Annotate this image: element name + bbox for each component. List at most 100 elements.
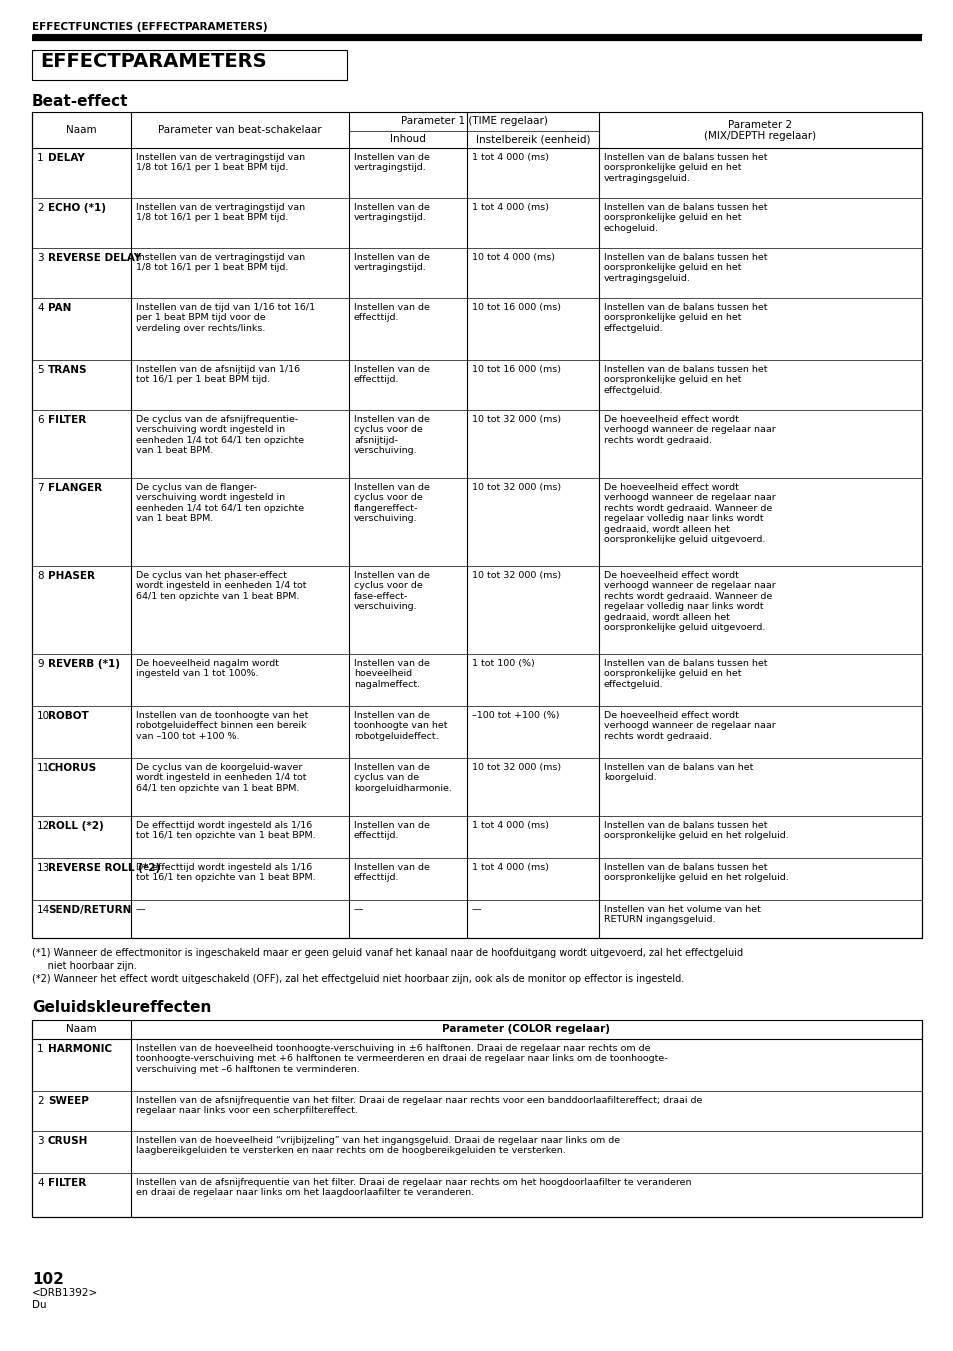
Text: 7: 7	[37, 484, 44, 493]
Text: FLANGER: FLANGER	[48, 484, 102, 493]
Text: Parameter 1 (TIME regelaar): Parameter 1 (TIME regelaar)	[400, 116, 547, 126]
Text: Instellen van de balans tussen het
oorspronkelijke geluid en het
effectgeluid.: Instellen van de balans tussen het oorsp…	[603, 659, 767, 689]
Text: (*2) Wanneer het effect wordt uitgeschakeld (OFF), zal het effectgeluid niet hoo: (*2) Wanneer het effect wordt uitgeschak…	[32, 974, 683, 984]
Text: Instellen van de balans tussen het
oorspronkelijke geluid en het rolgeluid.: Instellen van de balans tussen het oorsp…	[603, 821, 788, 840]
Text: De hoeveelheid effect wordt
verhoogd wanneer de regelaar naar
rechts wordt gedra: De hoeveelheid effect wordt verhoogd wan…	[603, 415, 775, 444]
Text: Instellen van de afsnijfrequentie van het filter. Draai de regelaar naar rechts : Instellen van de afsnijfrequentie van he…	[136, 1178, 691, 1197]
Text: Instellen van de
vertragingstijd.: Instellen van de vertragingstijd.	[354, 153, 430, 173]
Text: Instellen van de
effecttijd.: Instellen van de effecttijd.	[354, 821, 430, 840]
Text: 8: 8	[37, 571, 44, 581]
Text: –100 tot +100 (%): –100 tot +100 (%)	[472, 711, 558, 720]
Text: 1 tot 4 000 (ms): 1 tot 4 000 (ms)	[472, 821, 548, 830]
Text: 13: 13	[37, 863, 51, 873]
Text: ROLL (*2): ROLL (*2)	[48, 821, 104, 831]
Bar	[32, 1020, 921, 1217]
Text: 102: 102	[32, 1273, 64, 1288]
Text: Instellen van de
cyclus voor de
afsnijtijd-
verschuiving.: Instellen van de cyclus voor de afsnijti…	[354, 415, 430, 455]
Text: 10 tot 32 000 (ms): 10 tot 32 000 (ms)	[472, 763, 560, 771]
Text: niet hoorbaar zijn.: niet hoorbaar zijn.	[32, 961, 136, 971]
Text: EFFECTFUNCTIES (EFFECTPARAMETERS): EFFECTFUNCTIES (EFFECTPARAMETERS)	[32, 22, 268, 32]
Text: De cyclus van de flanger-
verschuiving wordt ingesteld in
eenheden 1/4 tot 64/1 : De cyclus van de flanger- verschuiving w…	[136, 484, 304, 523]
Text: (MIX/DEPTH regelaar): (MIX/DEPTH regelaar)	[703, 131, 815, 141]
Text: EFFECTPARAMETERS: EFFECTPARAMETERS	[40, 51, 266, 72]
Text: De effecttijd wordt ingesteld als 1/16
tot 16/1 ten opzichte van 1 beat BPM.: De effecttijd wordt ingesteld als 1/16 t…	[136, 821, 315, 840]
Text: Parameter van beat-schakelaar: Parameter van beat-schakelaar	[158, 126, 321, 135]
Text: REVERB (*1): REVERB (*1)	[48, 659, 120, 669]
Text: De hoeveelheid effect wordt
verhoogd wanneer de regelaar naar
rechts wordt gedra: De hoeveelheid effect wordt verhoogd wan…	[603, 711, 775, 740]
Text: Instellen van de balans van het
koorgeluid.: Instellen van de balans van het koorgelu…	[603, 763, 753, 782]
Text: 4: 4	[37, 303, 44, 313]
Text: Instellen van de vertragingstijd van
1/8 tot 16/1 per 1 beat BPM tijd.: Instellen van de vertragingstijd van 1/8…	[136, 153, 305, 173]
Text: 1 tot 4 000 (ms): 1 tot 4 000 (ms)	[472, 153, 548, 162]
Text: 10: 10	[37, 711, 51, 721]
Text: 3: 3	[37, 1136, 44, 1146]
Text: 1 tot 100 (%): 1 tot 100 (%)	[472, 659, 535, 667]
Text: Instelbereik (eenheid): Instelbereik (eenheid)	[476, 134, 590, 145]
Text: 12: 12	[37, 821, 51, 831]
Text: 14: 14	[37, 905, 51, 915]
Text: 2: 2	[37, 203, 44, 213]
Text: 10 tot 16 000 (ms): 10 tot 16 000 (ms)	[472, 303, 560, 312]
Text: Instellen van de toonhoogte van het
robotgeluideffect binnen een bereik
van –100: Instellen van de toonhoogte van het robo…	[136, 711, 308, 740]
Text: ROBOT: ROBOT	[48, 711, 89, 721]
Text: Instellen van de afsnijfrequentie van het filter. Draai de regelaar naar rechts : Instellen van de afsnijfrequentie van he…	[136, 1096, 701, 1116]
Text: HARMONIC: HARMONIC	[48, 1044, 112, 1054]
Text: Instellen van het volume van het
RETURN ingangsgeluid.: Instellen van het volume van het RETURN …	[603, 905, 760, 924]
Text: CRUSH: CRUSH	[48, 1136, 89, 1146]
Text: Instellen van de balans tussen het
oorspronkelijke geluid en het
vertragingsgelu: Instellen van de balans tussen het oorsp…	[603, 253, 767, 282]
Bar	[32, 112, 921, 938]
Text: ECHO (*1): ECHO (*1)	[48, 203, 106, 213]
Text: Instellen van de afsnijtijd van 1/16
tot 16/1 per 1 beat BPM tijd.: Instellen van de afsnijtijd van 1/16 tot…	[136, 365, 300, 385]
Text: 2: 2	[37, 1096, 44, 1106]
Text: De hoeveelheid nagalm wordt
ingesteld van 1 tot 100%.: De hoeveelheid nagalm wordt ingesteld va…	[136, 659, 278, 678]
Text: PHASER: PHASER	[48, 571, 95, 581]
Text: TRANS: TRANS	[48, 365, 88, 376]
Text: DELAY: DELAY	[48, 153, 85, 163]
Text: Instellen van de
effecttijd.: Instellen van de effecttijd.	[354, 365, 430, 385]
Text: Instellen van de
hoeveelheid
nagalmeffect.: Instellen van de hoeveelheid nagalmeffec…	[354, 659, 430, 689]
Text: 1: 1	[37, 153, 44, 163]
Text: Instellen van de
effecttijd.: Instellen van de effecttijd.	[354, 863, 430, 882]
Text: Beat-effect: Beat-effect	[32, 95, 129, 109]
Text: REVERSE ROLL (*2): REVERSE ROLL (*2)	[48, 863, 160, 873]
Text: Instellen van de balans tussen het
oorspronkelijke geluid en het
effectgeluid.: Instellen van de balans tussen het oorsp…	[603, 303, 767, 332]
Text: Instellen van de
vertragingstijd.: Instellen van de vertragingstijd.	[354, 203, 430, 223]
Text: Instellen van de
effecttijd.: Instellen van de effecttijd.	[354, 303, 430, 323]
Text: SEND/RETURN: SEND/RETURN	[48, 905, 132, 915]
Text: Naam: Naam	[66, 1024, 96, 1034]
Text: Du: Du	[32, 1300, 47, 1310]
Text: REVERSE DELAY: REVERSE DELAY	[48, 253, 141, 263]
Text: 10 tot 32 000 (ms): 10 tot 32 000 (ms)	[472, 571, 560, 580]
Text: 4: 4	[37, 1178, 44, 1188]
Text: —: —	[472, 905, 481, 915]
Text: De effecttijd wordt ingesteld als 1/16
tot 16/1 ten opzichte van 1 beat BPM.: De effecttijd wordt ingesteld als 1/16 t…	[136, 863, 315, 882]
Text: Parameter (COLOR regelaar): Parameter (COLOR regelaar)	[441, 1024, 609, 1034]
Text: 5: 5	[37, 365, 44, 376]
Text: SWEEP: SWEEP	[48, 1096, 89, 1106]
Text: 3: 3	[37, 253, 44, 263]
Text: Instellen van de
cyclus van de
koorgeluidharmonie.: Instellen van de cyclus van de koorgelui…	[354, 763, 452, 793]
Text: Instellen van de hoeveelheid “vrijbijzeling” van het ingangsgeluid. Draai de reg: Instellen van de hoeveelheid “vrijbijzel…	[136, 1136, 619, 1155]
Text: Naam: Naam	[66, 126, 96, 135]
Text: PAN: PAN	[48, 303, 71, 313]
Text: 1 tot 4 000 (ms): 1 tot 4 000 (ms)	[472, 863, 548, 871]
Text: Instellen van de
cyclus voor de
fase-effect-
verschuiving.: Instellen van de cyclus voor de fase-eff…	[354, 571, 430, 611]
Text: FILTER: FILTER	[48, 1178, 86, 1188]
Text: Instellen van de tijd van 1/16 tot 16/1
per 1 beat BPM tijd voor de
verdeling ov: Instellen van de tijd van 1/16 tot 16/1 …	[136, 303, 314, 332]
Text: Instellen van de vertragingstijd van
1/8 tot 16/1 per 1 beat BPM tijd.: Instellen van de vertragingstijd van 1/8…	[136, 253, 305, 273]
Text: Instellen van de balans tussen het
oorspronkelijke geluid en het
effectgeluid.: Instellen van de balans tussen het oorsp…	[603, 365, 767, 394]
Text: 6: 6	[37, 415, 44, 426]
Text: Instellen van de hoeveelheid toonhoogte-verschuiving in ±6 halftonen. Draai de r: Instellen van de hoeveelheid toonhoogte-…	[136, 1044, 667, 1074]
Text: De hoeveelheid effect wordt
verhoogd wanneer de regelaar naar
rechts wordt gedra: De hoeveelheid effect wordt verhoogd wan…	[603, 571, 775, 632]
Text: 1: 1	[37, 1044, 44, 1054]
Text: 9: 9	[37, 659, 44, 669]
Text: Parameter 2: Parameter 2	[727, 120, 791, 130]
Text: Geluidskleureffecten: Geluidskleureffecten	[32, 1000, 212, 1015]
Bar	[32, 50, 347, 80]
Text: —: —	[354, 905, 363, 915]
Text: Instellen van de
cyclus voor de
flangereffect-
verschuiving.: Instellen van de cyclus voor de flangere…	[354, 484, 430, 523]
Text: Inhoud: Inhoud	[390, 134, 425, 145]
Text: De cyclus van de koorgeluid-waver
wordt ingesteld in eenheden 1/4 tot
64/1 ten o: De cyclus van de koorgeluid-waver wordt …	[136, 763, 306, 793]
Text: Instellen van de balans tussen het
oorspronkelijke geluid en het rolgeluid.: Instellen van de balans tussen het oorsp…	[603, 863, 788, 882]
Text: Instellen van de
toonhoogte van het
robotgeluideffect.: Instellen van de toonhoogte van het robo…	[354, 711, 447, 740]
